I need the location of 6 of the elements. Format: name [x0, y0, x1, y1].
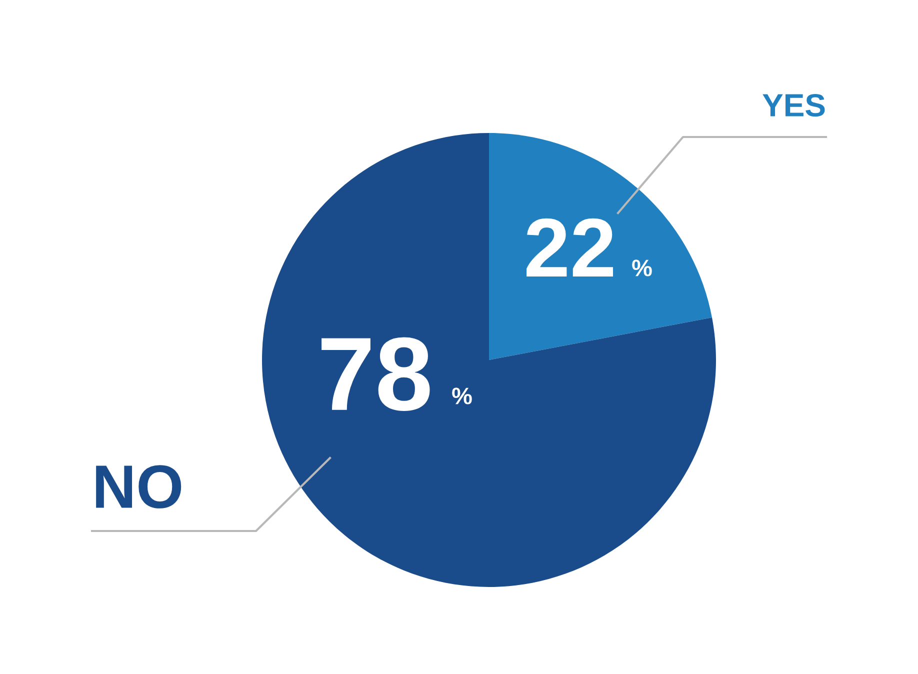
pie-slice — [262, 133, 716, 587]
pie-slice — [489, 133, 712, 360]
slice-label: YES — [762, 94, 825, 117]
data-label: 22 % — [526, 218, 652, 277]
slice-label: NO — [96, 465, 182, 508]
data-label: 78 % — [322, 337, 472, 411]
